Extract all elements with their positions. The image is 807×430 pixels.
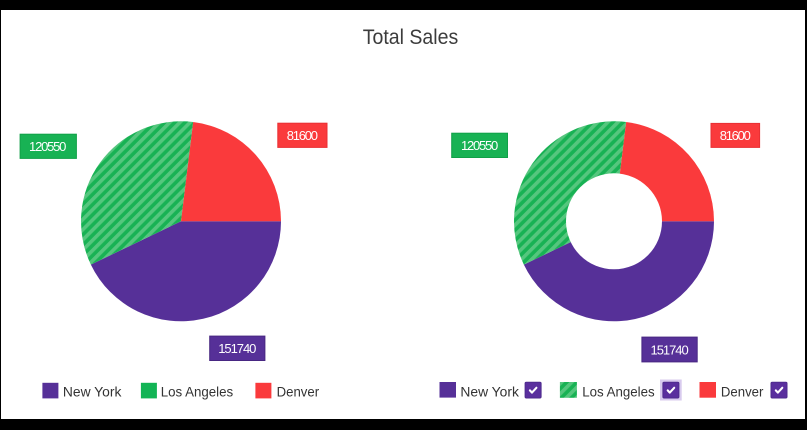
svg-text:151740: 151740 [651,342,689,357]
svg-text:Total Sales: Total Sales [363,26,459,49]
svg-text:120550: 120550 [461,138,498,153]
svg-text:120550: 120550 [29,139,66,154]
svg-text:81600: 81600 [720,128,751,143]
svg-text:New York: New York [63,384,122,400]
svg-text:81600: 81600 [287,128,318,143]
svg-text:New York: New York [460,384,519,400]
svg-text:Denver: Denver [721,384,764,400]
svg-text:151740: 151740 [218,341,256,356]
svg-text:Los Angeles: Los Angeles [582,384,655,400]
svg-text:Los Angeles: Los Angeles [161,384,234,400]
svg-text:Denver: Denver [277,384,320,400]
